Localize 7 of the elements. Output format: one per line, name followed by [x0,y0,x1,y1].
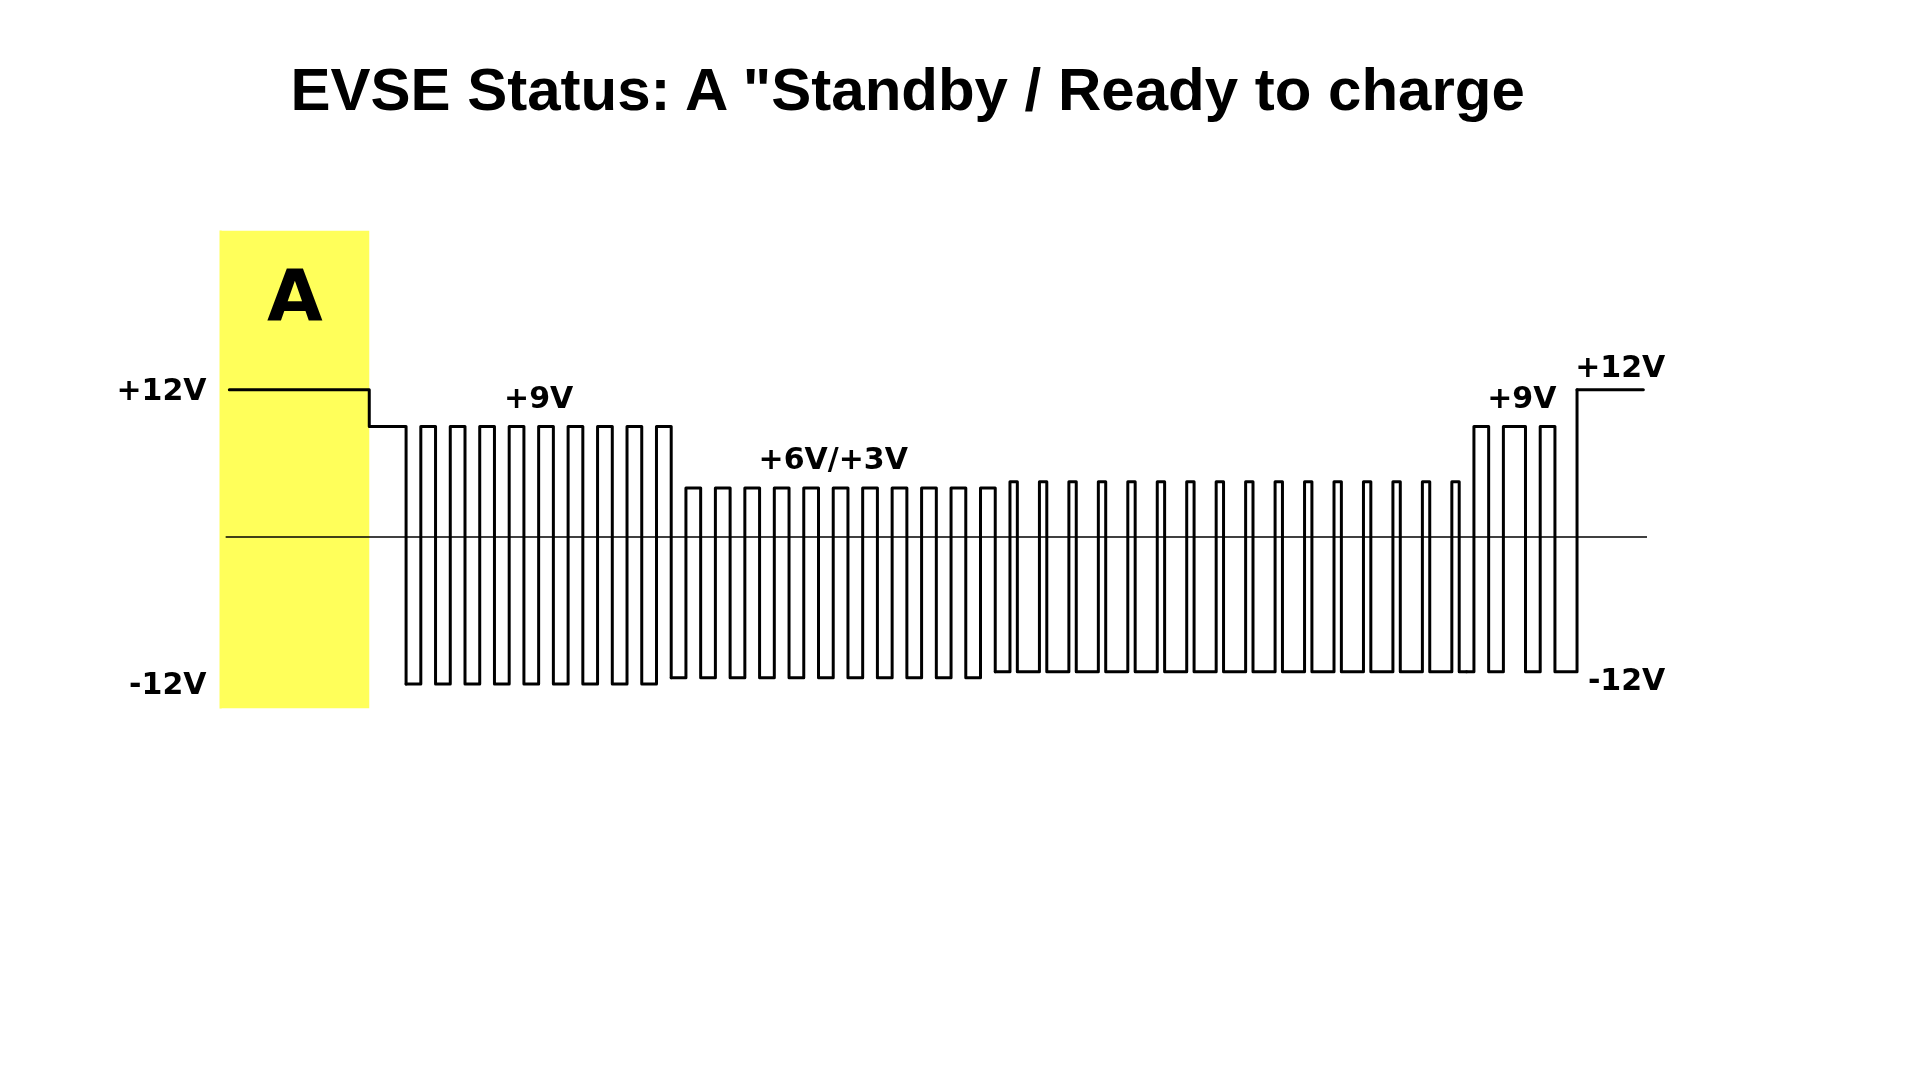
annotation: +12V [1575,348,1667,384]
series-label: +9V [504,379,575,415]
chart-title: EVSE Status: A "Standby / Ready to charge [290,55,1525,123]
series-label: +6V/+3V [758,440,909,476]
annotation: A [267,252,324,337]
text: +9V [1487,379,1557,415]
annotation: -12V [1587,661,1667,697]
